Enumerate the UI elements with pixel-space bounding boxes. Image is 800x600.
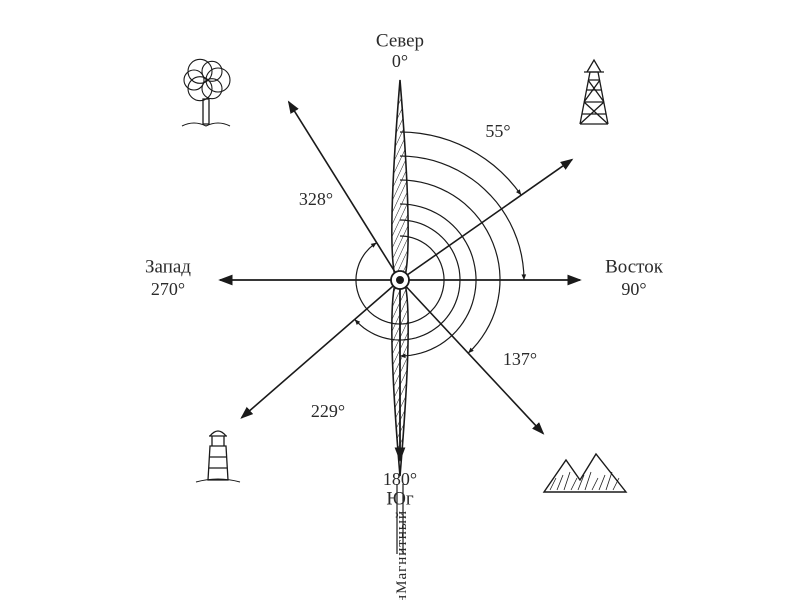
- east-degree: 90°: [621, 280, 646, 300]
- south-label: Юг: [386, 490, 413, 511]
- tower-icon: [580, 60, 608, 124]
- west-degree: 270°: [151, 280, 185, 300]
- bearing-degree: 229°: [311, 402, 345, 422]
- bearing-arrow: [400, 160, 572, 280]
- north-degree: 0°: [392, 52, 408, 72]
- azimuth-arc: [400, 156, 524, 280]
- tree-icon: [182, 59, 230, 126]
- south-degree: 180°: [383, 470, 417, 490]
- magnetic-meridian-label: Магнитныймеридиан: [393, 510, 412, 600]
- east-label: Восток: [605, 258, 663, 279]
- bearing-degree: 137°: [503, 350, 537, 370]
- north-label: Север: [376, 32, 424, 53]
- mountain-icon: [544, 454, 626, 492]
- bearing-arrow: [242, 280, 400, 418]
- west-label: Запад: [145, 258, 191, 279]
- bearing-degree: 328°: [299, 190, 333, 210]
- bearing-degree: 55°: [485, 122, 510, 142]
- lighthouse-icon: [196, 431, 240, 482]
